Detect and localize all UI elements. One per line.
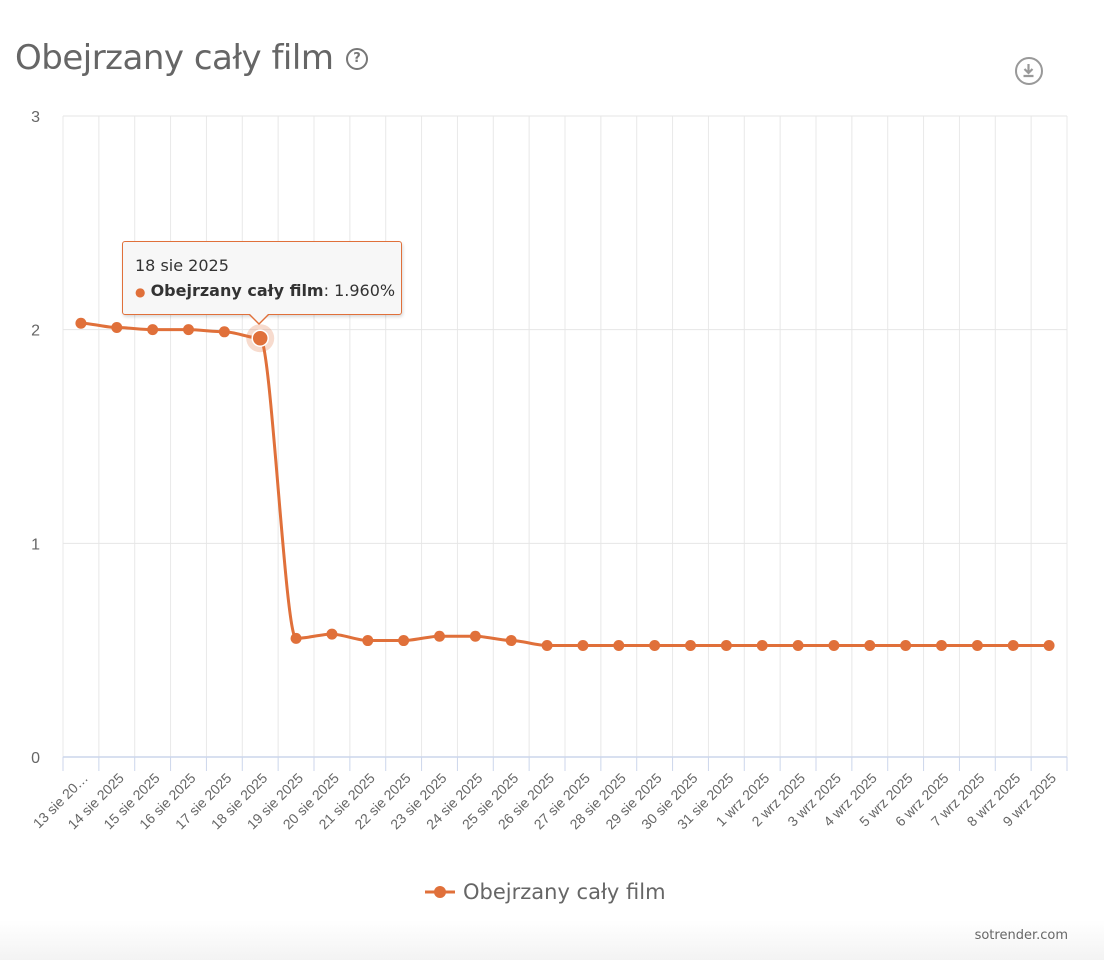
question-circle-icon[interactable]: ? [346, 48, 368, 70]
data-point [469, 630, 481, 642]
tooltip-arrow [248, 313, 270, 325]
series-dot-icon: ● [135, 285, 146, 299]
data-point [971, 639, 983, 651]
data-point [864, 639, 876, 651]
data-point [1007, 639, 1019, 651]
tooltip-series: Obejrzany cały film [150, 281, 324, 300]
data-point [541, 639, 553, 651]
data-point [218, 326, 230, 338]
data-point [1043, 639, 1055, 651]
data-point [147, 324, 159, 336]
download-icon[interactable] [1015, 57, 1043, 85]
data-point [505, 635, 517, 647]
data-point [326, 628, 338, 640]
y-tick-label: 2 [31, 323, 40, 340]
credit-link[interactable]: sotrender.com [974, 928, 1068, 943]
chart-title: Obejrzany cały film [15, 38, 334, 78]
y-tick-label: 0 [31, 750, 40, 767]
data-point [720, 639, 732, 651]
legend-label: Obejrzany cały film [463, 880, 666, 904]
data-point [183, 324, 194, 336]
data-point [398, 635, 410, 647]
data-point [685, 639, 696, 651]
data-point [649, 639, 661, 651]
data-point [792, 639, 804, 651]
legend-item[interactable]: Obejrzany cały film [425, 880, 666, 904]
legend-line-icon [425, 886, 455, 898]
data-point [613, 639, 625, 651]
data-point [900, 639, 912, 651]
data-point [577, 639, 589, 651]
data-point [434, 630, 445, 642]
data-point [936, 639, 947, 651]
data-point [75, 317, 87, 329]
data-point [362, 635, 374, 647]
footer-shade [0, 920, 1104, 960]
data-point [756, 639, 768, 651]
tooltip-date: 18 sie 2025 [135, 256, 229, 275]
y-tick-label: 1 [31, 536, 40, 553]
data-point [290, 632, 302, 644]
tooltip-value: : 1.960% [323, 281, 396, 300]
data-point [828, 639, 840, 651]
y-tick-label: 3 [31, 109, 40, 126]
tooltip: 18 sie 2025 ● Obejrzany cały film: 1.960… [122, 241, 402, 315]
data-point [111, 322, 123, 334]
data-point-highlighted [251, 329, 269, 347]
